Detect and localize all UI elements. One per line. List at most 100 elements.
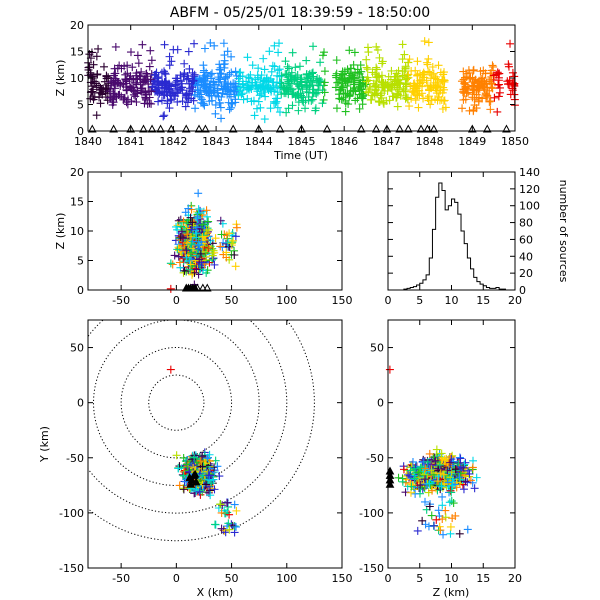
- source-mark: [179, 471, 188, 480]
- source-mark: [309, 88, 318, 97]
- source-mark: [455, 473, 464, 482]
- source-mark: [249, 96, 258, 105]
- source-mark: [228, 99, 237, 108]
- source-mark: [410, 474, 419, 483]
- source-mark: [195, 255, 204, 264]
- zy-xlabel: Z (km): [433, 586, 470, 599]
- source-mark: [489, 62, 498, 71]
- source-mark: [428, 63, 437, 72]
- source-mark: [170, 251, 179, 260]
- source-mark: [216, 103, 225, 112]
- source-mark: [174, 243, 183, 252]
- source-mark: [258, 82, 267, 91]
- source-mark: [200, 100, 209, 109]
- y-tick-label: 10: [70, 72, 84, 85]
- source-mark: [270, 62, 279, 71]
- source-mark: [425, 479, 434, 488]
- source-mark: [394, 77, 403, 86]
- source-mark: [413, 526, 422, 535]
- source-mark: [303, 83, 312, 92]
- source-mark: [208, 69, 217, 78]
- source-mark: [154, 83, 163, 92]
- histogram-line: [388, 182, 515, 291]
- source-mark: [431, 456, 440, 465]
- source-mark: [291, 73, 300, 82]
- source-mark: [137, 67, 146, 76]
- source-mark: [204, 225, 213, 234]
- source-mark: [416, 79, 425, 88]
- source-mark: [143, 99, 152, 108]
- source-mark: [372, 42, 381, 51]
- source-mark: [350, 48, 359, 57]
- source-mark: [448, 481, 457, 490]
- source-mark: [308, 68, 317, 77]
- source-mark: [182, 267, 191, 276]
- source-mark: [139, 76, 148, 85]
- source-mark: [179, 254, 188, 263]
- source-mark: [424, 38, 433, 47]
- source-mark: [427, 511, 436, 520]
- source-mark: [387, 85, 396, 94]
- y-tick-label: 5: [77, 255, 84, 268]
- source-mark: [92, 52, 101, 61]
- station-marker: [395, 124, 405, 133]
- source-mark: [320, 88, 329, 97]
- source-mark: [407, 482, 416, 491]
- source-mark: [425, 502, 434, 511]
- source-mark: [90, 77, 99, 86]
- source-mark: [170, 91, 179, 100]
- source-mark: [198, 99, 207, 108]
- source-mark: [210, 260, 219, 269]
- source-mark: [184, 89, 193, 98]
- source-mark: [375, 53, 384, 62]
- station-marker: [254, 124, 264, 133]
- source-mark: [446, 522, 455, 531]
- x-tick-label: 0: [173, 294, 180, 307]
- source-mark: [510, 90, 519, 99]
- y-tick-label: 15: [70, 196, 84, 209]
- source-mark: [485, 77, 494, 86]
- source-mark: [273, 94, 282, 103]
- x-tick-label: 1847: [373, 135, 401, 148]
- source-mark: [215, 60, 224, 69]
- source-mark: [411, 96, 420, 105]
- source-mark: [455, 529, 464, 538]
- source-mark: [190, 70, 199, 79]
- source-mark: [371, 70, 380, 79]
- source-mark: [364, 48, 373, 57]
- source-mark: [387, 83, 396, 92]
- source-mark: [273, 66, 282, 75]
- x-tick-label: 1845: [288, 135, 316, 148]
- source-mark: [191, 104, 200, 113]
- station-marker: [194, 124, 204, 133]
- station-marker: [109, 124, 118, 133]
- source-mark: [123, 69, 132, 78]
- station-marker: [126, 124, 136, 133]
- source-mark: [161, 70, 170, 79]
- time-height-points: [84, 37, 519, 124]
- source-mark: [474, 86, 483, 95]
- source-mark: [209, 246, 218, 255]
- source-mark: [196, 249, 205, 258]
- source-mark: [470, 484, 479, 493]
- source-mark: [165, 52, 174, 61]
- source-mark: [217, 230, 226, 239]
- station-marker: [371, 124, 381, 133]
- source-mark: [332, 69, 341, 78]
- x-tick-label: 1841: [117, 135, 145, 148]
- source-mark: [231, 232, 240, 241]
- source-mark: [269, 81, 278, 90]
- y-tick-label: 100: [519, 200, 540, 213]
- source-mark: [302, 56, 311, 65]
- source-mark: [470, 101, 479, 110]
- xz-ylabel: Z (km): [54, 213, 67, 250]
- y-tick-label: 20: [519, 267, 533, 280]
- source-mark: [337, 74, 346, 83]
- source-mark: [165, 61, 174, 70]
- source-mark: [273, 71, 282, 80]
- source-mark: [452, 478, 461, 487]
- source-mark: [295, 81, 304, 90]
- source-mark: [252, 80, 261, 89]
- x-tick-label: 20: [508, 572, 522, 585]
- source-mark: [232, 522, 241, 531]
